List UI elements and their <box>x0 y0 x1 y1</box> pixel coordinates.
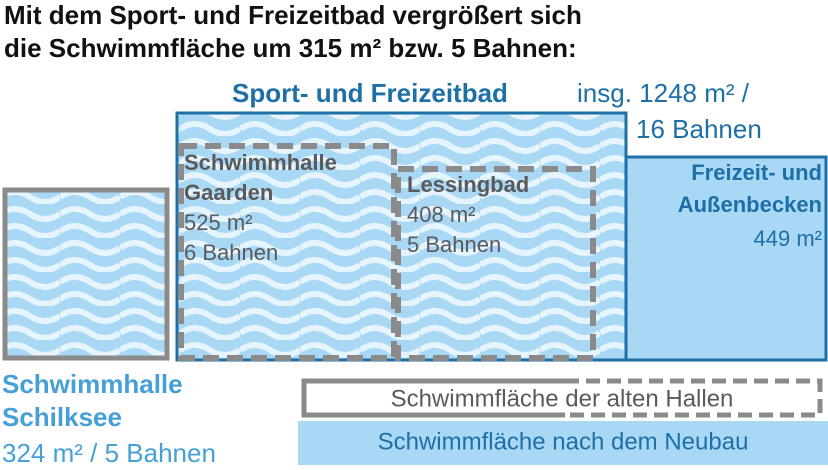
pool-name: Gaarden <box>184 180 273 205</box>
pool-name: Schilksee <box>2 402 122 432</box>
pool-name: Schwimmhalle <box>2 369 183 399</box>
legend-old-box <box>301 378 565 418</box>
pool-name: Sport- und Freizeitbad <box>232 78 508 108</box>
pool-total: insg. 1248 m² / <box>577 78 750 108</box>
pool-details: 324 m² / 5 Bahnen <box>2 438 216 468</box>
title-line: Mit dem Sport- und Freizeitbad vergrößer… <box>4 0 582 30</box>
pool-lanes: 5 Bahnen <box>407 232 501 257</box>
pool-name: Schwimmhalle <box>184 150 337 175</box>
schilksee-pool <box>2 187 170 361</box>
pool-total: 16 Bahnen <box>636 114 762 144</box>
pool-name: Außenbecken <box>678 192 822 217</box>
pool-name: Lessingbad <box>407 172 529 197</box>
pool-lanes: 6 Bahnen <box>184 240 278 265</box>
pool-area: 449 m² <box>754 226 822 251</box>
pool-area: 525 m² <box>184 210 252 235</box>
gaarden-outline <box>178 143 397 361</box>
freizeit-pool <box>624 155 828 362</box>
legend-new-box <box>298 421 828 465</box>
legend-label: Schwimmfläche nach dem Neubau <box>378 428 749 455</box>
sport-pool <box>175 111 628 362</box>
legend-label: Schwimmfläche der alten Hallen <box>391 385 734 412</box>
pool-name: Freizeit- und <box>691 160 822 185</box>
pool-area: 408 m² <box>407 202 475 227</box>
lessingbad-outline <box>395 166 596 361</box>
legend-old-box <box>565 378 823 418</box>
title-line: die Schwimmfläche um 315 m² bzw. 5 Bahne… <box>4 33 577 63</box>
